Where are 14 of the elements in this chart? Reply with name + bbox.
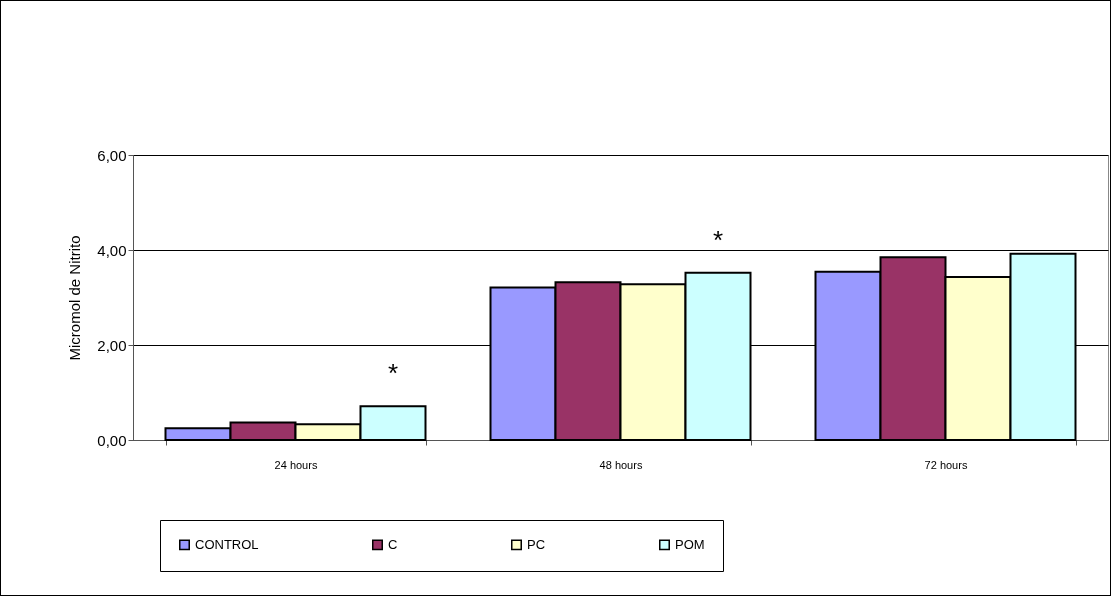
y-tick-label: 6,00 <box>97 146 127 164</box>
annotation: * <box>387 358 399 389</box>
x-tick-label: 72 hours <box>924 458 968 471</box>
y-tick-label: 0,00 <box>97 431 127 449</box>
y-tick-label: 4,00 <box>97 241 127 259</box>
legend-label: POM <box>675 536 705 552</box>
legend-label: PC <box>527 536 546 552</box>
y-tick-label: 2,00 <box>97 336 127 354</box>
x-tick-label: 48 hours <box>599 458 643 471</box>
x-tick-label: 24 hours <box>274 458 318 471</box>
legend-label: C <box>388 536 398 552</box>
legend-label: CONTROL <box>195 536 259 552</box>
y-axis-title: Micromol de Nitrito <box>66 235 84 361</box>
annotation: * <box>712 224 724 255</box>
